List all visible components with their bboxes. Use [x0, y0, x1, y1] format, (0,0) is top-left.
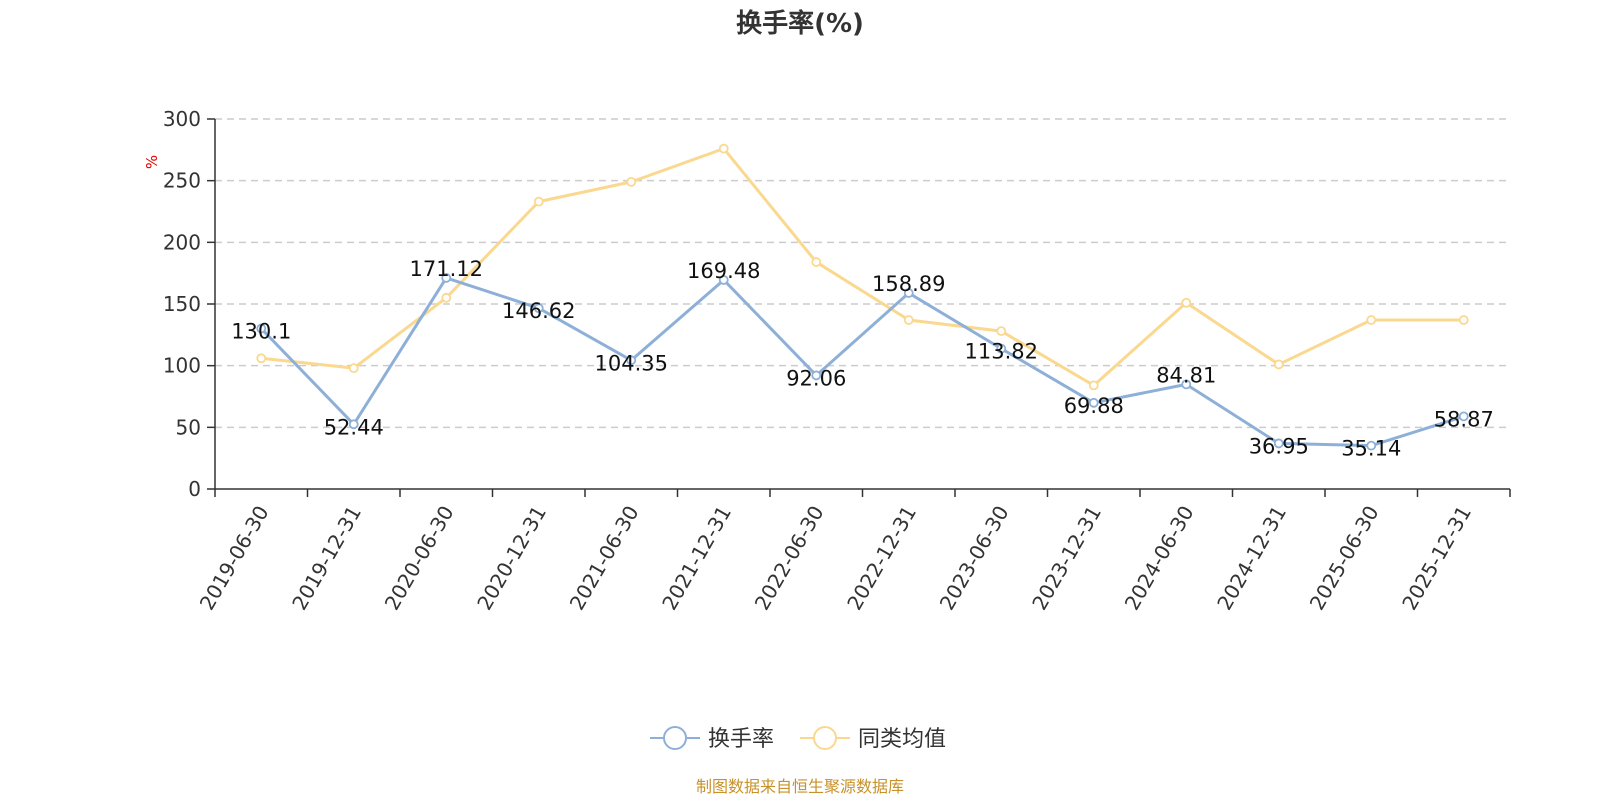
- data-label-2022-06-30: 92.06: [786, 366, 846, 390]
- data-label-2020-06-30: 171.12: [410, 257, 483, 281]
- point-同类均值-2019-06-30: [256, 353, 267, 364]
- series-line-换手率: [260, 276, 1465, 448]
- data-label-2022-12-31: 158.89: [872, 272, 945, 296]
- data-label-2024-06-30: 84.81: [1156, 363, 1216, 387]
- point-同类均值-2024-12-31: [1273, 359, 1284, 370]
- y-tick-label-150: 150: [163, 292, 201, 316]
- chart-title: 换手率(%): [736, 8, 864, 39]
- legend-marker-同类均值: [813, 726, 837, 750]
- y-axis-ticks: 0 50 100 150 200 250 300: [163, 107, 215, 501]
- point-换手率-2023-12-31: [1088, 397, 1099, 408]
- source-note: 制图数据来自恒生聚源数据库: [696, 777, 904, 796]
- x-tick-label-2019-06-30: 2019-06-30: [195, 502, 274, 615]
- point-换手率-2024-12-31: [1273, 438, 1284, 449]
- point-换手率-2020-12-31: [533, 303, 544, 314]
- x-tick-label-2023-06-30: 2023-06-30: [935, 502, 1014, 615]
- point-同类均值-2019-12-31: [348, 363, 359, 374]
- data-label-2023-06-30: 113.82: [965, 340, 1038, 364]
- point-换手率-2019-06-30: [256, 323, 267, 334]
- point-换手率-2025-06-30: [1366, 440, 1377, 451]
- y-tick-label-0: 0: [188, 477, 201, 501]
- x-tick-label-2019-12-31: 2019-12-31: [287, 502, 366, 615]
- y-axis-unit: %: [143, 155, 161, 169]
- y-tick-label-50: 50: [176, 415, 201, 439]
- legend-marker-换手率: [663, 726, 687, 750]
- data-label-2024-12-31: 36.95: [1249, 434, 1309, 458]
- point-同类均值-2021-06-30: [626, 176, 637, 187]
- point-换手率-2019-12-31: [348, 419, 359, 430]
- point-同类均值-2024-06-30: [1181, 297, 1192, 308]
- point-同类均值-2020-12-31: [533, 196, 544, 207]
- point-同类均值-2022-12-31: [903, 315, 914, 325]
- point-换手率-2023-06-30: [996, 343, 1007, 354]
- point-换手率-2021-12-31: [718, 275, 729, 285]
- legend: 换手率 同类均值: [650, 726, 946, 752]
- x-tick-label-2025-06-30: 2025-06-30: [1305, 502, 1384, 615]
- x-tick-label-2022-12-31: 2022-12-31: [842, 502, 921, 615]
- point-同类均值-2022-06-30: [811, 257, 822, 267]
- data-label-2019-06-30: 130.1: [231, 320, 291, 344]
- x-tick-label-2025-12-31: 2025-12-31: [1397, 502, 1476, 615]
- x-tick-label-2022-06-30: 2022-06-30: [750, 502, 829, 615]
- point-换手率-2025-12-31: [1458, 411, 1469, 422]
- y-tick-label-200: 200: [163, 230, 201, 254]
- point-同类均值-2025-12-31: [1458, 315, 1469, 325]
- point-同类均值-2021-12-31: [718, 143, 729, 154]
- data-label-2023-12-31: 69.88: [1064, 394, 1124, 418]
- point-换手率-2021-06-30: [626, 355, 637, 366]
- data-labels: 130.1 52.44 171.12 146.62 104.35 169.48 92.06 1…: [231, 257, 1494, 461]
- point-换手率-2024-06-30: [1181, 379, 1192, 390]
- data-label-2025-12-31: 58.87: [1434, 407, 1494, 431]
- point-换手率-2022-06-30: [811, 370, 822, 381]
- point-换手率-2022-12-31: [903, 288, 914, 298]
- data-label-2025-06-30: 35.14: [1341, 437, 1401, 461]
- legend-label-换手率: 换手率: [708, 727, 774, 752]
- y-tick-label-100: 100: [163, 354, 201, 378]
- data-label-2021-06-30: 104.35: [595, 351, 668, 375]
- x-axis-ticks: 2019-06-30 2019-12-31 2020-06-30 2020-12-31…: [195, 489, 1511, 615]
- x-tick-label-2023-12-31: 2023-12-31: [1027, 502, 1106, 615]
- y-tick-label-250: 250: [163, 169, 201, 193]
- data-label-2021-12-31: 169.48: [687, 259, 760, 283]
- x-tick-label-2024-06-30: 2024-06-30: [1120, 502, 1199, 615]
- y-tick-label-300: 300: [163, 107, 201, 131]
- point-换手率-2020-06-30: [441, 273, 452, 283]
- x-tick-label-2020-06-30: 2020-06-30: [380, 502, 459, 615]
- point-同类均值-2020-06-30: [441, 292, 452, 303]
- data-label-2020-12-31: 146.62: [502, 299, 575, 323]
- legend-label-同类均值: 同类均值: [858, 727, 946, 752]
- x-tick-label-2020-12-31: 2020-12-31: [472, 502, 551, 615]
- data-label-2019-12-31: 52.44: [324, 415, 384, 439]
- point-同类均值-2023-06-30: [996, 326, 1007, 337]
- point-同类均值-2023-12-31: [1088, 380, 1099, 391]
- x-tick-label-2024-12-31: 2024-12-31: [1212, 502, 1291, 615]
- point-同类均值-2025-06-30: [1366, 315, 1377, 325]
- x-tick-label-2021-06-30: 2021-06-30: [565, 502, 644, 615]
- x-tick-label-2021-12-31: 2021-12-31: [657, 502, 736, 615]
- series-group: [256, 143, 1469, 451]
